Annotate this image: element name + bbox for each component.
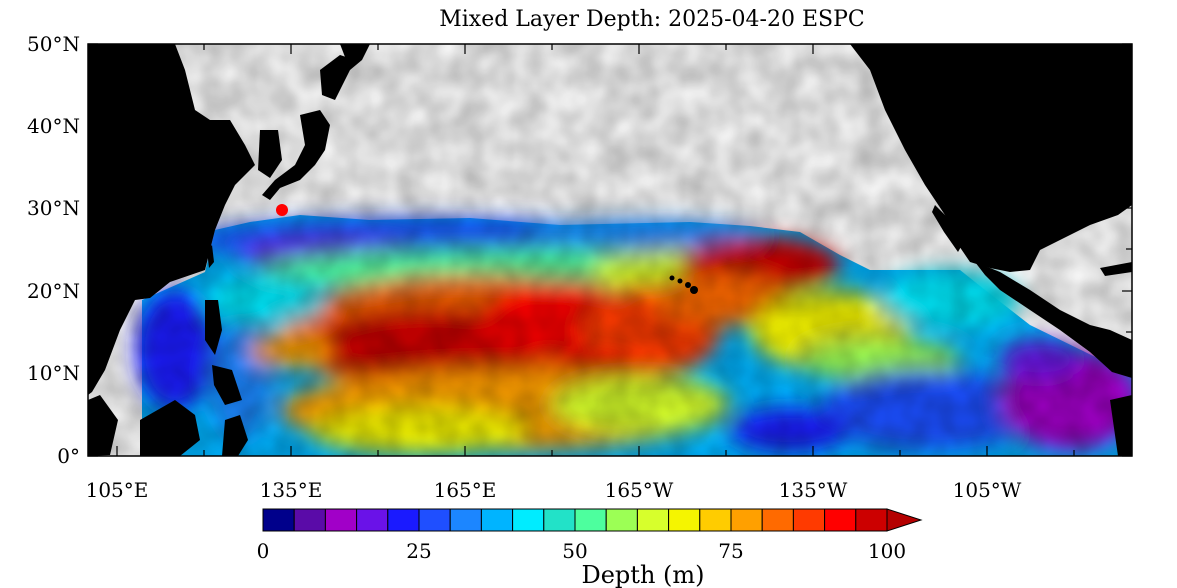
x-tick-label: 165°E [434,478,497,502]
x-tick-marks [116,44,1075,456]
colorbar-swatch [293,508,326,532]
chart-title: Mixed Layer Depth: 2025-04-20 ESPC [439,7,865,32]
x-tick-label: 135°W [779,478,848,502]
colorbar-extend-arrow [886,508,923,532]
x-tick-label: 165°W [605,478,674,502]
land-masses [88,44,1132,456]
x-tick-label: 105°W [953,478,1022,502]
colorbar-swatch [855,508,888,532]
colorbar-swatch [668,508,701,532]
colorbar-tick-label: 75 [718,539,743,563]
colorbar-tick-label: 25 [406,539,431,563]
plot-frame [87,43,1133,457]
colorbar-swatch [761,508,794,532]
colorbar-swatch [324,508,358,532]
mld-field [88,44,1132,456]
colorbar-tick-label: 100 [868,539,906,563]
x-tick-label: 105°E [86,478,149,502]
colorbar-tick-label: 0 [257,539,270,563]
colorbar [262,508,923,532]
y-tick-label: 40°N [27,114,80,138]
colorbar-swatch [824,508,857,532]
y-tick-label: 0° [57,444,80,468]
y-tick-marks [88,43,1132,457]
y-tick-label: 20°N [27,279,80,303]
colorbar-swatch [418,508,451,532]
colorbar-swatch [605,508,638,532]
colorbar-swatch [512,508,545,532]
colorbar-swatch [543,508,576,532]
colorbar-swatch [387,508,420,532]
colorbar-swatch [730,508,763,532]
y-tick-label: 10°N [27,361,80,385]
colorbar-swatch [574,508,607,532]
colorbar-swatch [480,508,514,532]
colorbar-label: Depth (m) [581,561,704,588]
colorbar-swatch [699,508,732,532]
colorbar-tick-label: 50 [562,539,587,563]
y-tick-label: 30°N [27,196,80,220]
colorbar-swatch [356,508,389,532]
colorbar-swatch [636,508,670,532]
colorbar-swatch [449,508,482,532]
x-tick-label: 135°E [260,478,323,502]
y-tick-label: 50°N [27,32,80,56]
colorbar-swatch [792,508,826,532]
colorbar-swatch [262,508,295,532]
